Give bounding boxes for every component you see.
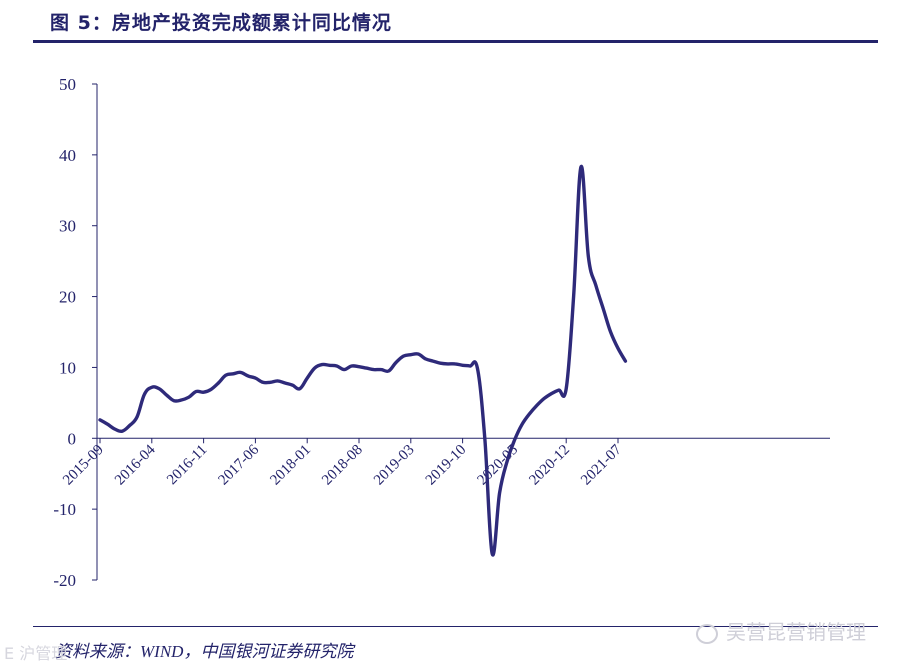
y-tick-label: 50: [59, 75, 76, 94]
figure-title: 图 5：房地产投资完成额累计同比情况: [50, 12, 392, 34]
y-tick-label: 40: [59, 146, 76, 165]
chart-marks: [98, 165, 628, 557]
x-tick-label: 2015-09: [60, 442, 107, 489]
x-tick-label: 2019-10: [423, 442, 470, 489]
wechat-icon: [696, 623, 718, 644]
source-rule: [33, 626, 878, 627]
y-tick-label: 30: [59, 217, 76, 236]
x-tick-label: 2018-08: [319, 442, 366, 489]
y-tick-label: 0: [68, 429, 77, 448]
x-tick-label: 2020-12: [526, 442, 573, 489]
x-tick-label: 2021-07: [578, 441, 625, 488]
y-tick-label: -20: [53, 571, 76, 590]
x-tick-label: 2016-11: [164, 442, 210, 488]
watermark-left: E 沪管理: [4, 644, 68, 663]
watermark-right-text: 吴营昆营销管理: [726, 620, 866, 644]
source-note: 资料来源：WIND，中国银河证券研究院: [55, 642, 354, 661]
y-tick-label: 20: [59, 288, 76, 307]
title-rule: [33, 40, 878, 43]
y-tick-label: -10: [53, 500, 76, 519]
series-line: [98, 165, 628, 557]
x-tick-label: 2020-05: [475, 442, 522, 489]
watermark-right: 吴营昆营销管理: [696, 616, 866, 645]
x-tick-label: 2019-03: [371, 442, 418, 489]
x-tick-label: 2018-01: [267, 442, 314, 489]
y-tick-label: 10: [59, 358, 76, 377]
x-tick-label: 2016-04: [112, 441, 159, 488]
x-tick-label: 2017-06: [216, 441, 263, 488]
